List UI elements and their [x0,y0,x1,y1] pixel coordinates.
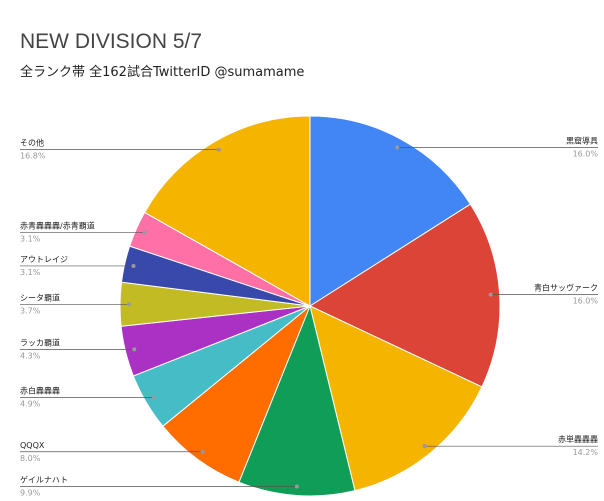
leader-dot [294,484,299,489]
leader-dot [142,230,147,235]
slice-percent: 8.0% [20,454,41,463]
slice-percent: 14.2% [573,448,599,457]
slice-label: 赤単轟轟轟 [558,434,598,444]
pie-slice [309,305,483,492]
leader-dot [200,449,205,454]
slice-percent: 3.1% [20,268,41,277]
pie-slice [238,304,356,497]
slice-percent: 4.3% [20,351,41,360]
slice-label: 赤青轟轟轟/赤青覇道 [20,221,95,231]
leader-dot [395,145,400,150]
pie-slice [309,115,472,307]
slice-percent: 4.9% [20,400,41,409]
leader-dot [127,302,132,307]
slice-label: ゲイルナハト [20,475,68,485]
slice-percent: 9.9% [20,489,41,498]
slice-label: 青白サッヴァーク [534,283,598,293]
slice-label: アウトレイジ [20,255,68,264]
pie-slice [162,305,311,483]
pie-slice [143,115,311,307]
slice-percent: 16.0% [573,149,599,158]
slice-label: ラッカ覇道 [20,337,60,347]
slice-label: シータ覇道 [20,292,60,302]
slice-percent: 3.7% [20,306,41,315]
leader-dot [422,444,427,449]
leader-dot [488,292,493,297]
slice-label: その他 [20,138,44,148]
pie-slice [308,203,501,388]
slice-label: 赤白轟轟轟 [20,386,60,396]
leader-dot [216,147,221,152]
chart-subtitle: 全ランク帯 全162試合TwitterID @sumamame [20,64,304,80]
leader-dot [132,347,137,352]
leader-dot [151,395,156,400]
slice-percent: 16.0% [573,297,599,306]
leader-dot [131,263,136,268]
slice-label: QQQX [20,441,45,450]
slice-percent: 3.1% [20,235,41,244]
slice-percent: 16.8% [20,152,46,161]
slice-label: 黒窟導具 [566,135,598,145]
chart-title: NEW DIVISION 5/7 [20,30,202,53]
